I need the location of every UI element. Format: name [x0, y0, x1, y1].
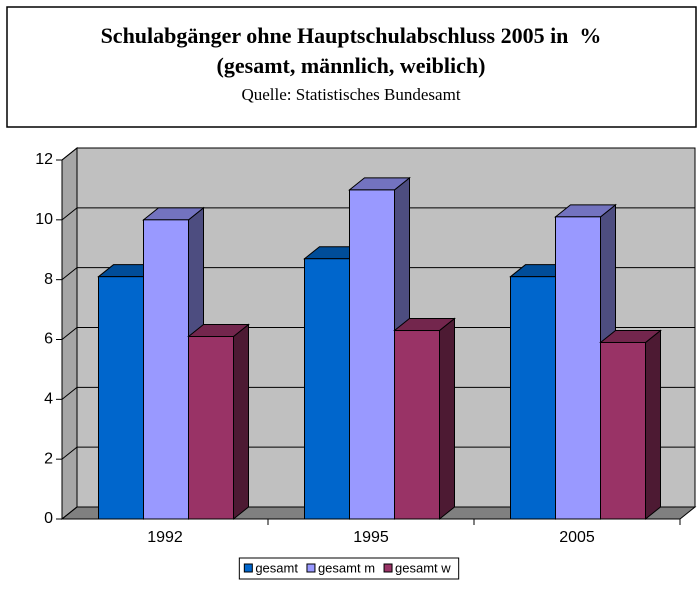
bar-side — [645, 329, 661, 521]
y-tick-label: 0 — [44, 510, 53, 527]
grid-line-side — [61, 267, 78, 281]
title-box — [6, 6, 697, 128]
grid-line-side — [61, 386, 78, 400]
y-tick-label: 10 — [35, 211, 53, 228]
bar — [510, 276, 556, 520]
bar — [143, 219, 189, 520]
grid-line-side — [61, 147, 78, 161]
y-tick-label: 2 — [44, 450, 53, 467]
chart-source: Quelle: Statistisches Bundesamt — [241, 85, 460, 104]
grid-line-side — [61, 506, 78, 520]
bar — [600, 341, 646, 520]
y-tick-label: 8 — [44, 271, 53, 288]
bar — [394, 330, 440, 520]
bar — [98, 276, 144, 520]
legend-label: gesamt — [255, 560, 298, 575]
bar — [304, 258, 350, 520]
y-tick-label: 12 — [35, 151, 53, 168]
x-tick-label: 1995 — [353, 529, 389, 546]
legend-swatch — [306, 563, 316, 573]
y-tick-label: 4 — [44, 391, 53, 408]
legend-label: gesamt m — [318, 560, 375, 575]
legend-label: gesamt w — [395, 560, 451, 575]
bar — [349, 189, 395, 520]
y-tick-label: 6 — [44, 331, 53, 348]
bar-side — [233, 323, 249, 521]
chart-subtitle: (gesamt, männlich, weiblich) — [217, 53, 486, 78]
bar-side — [439, 317, 455, 521]
legend-swatch — [383, 563, 393, 573]
grid-line-side — [61, 207, 78, 221]
chart-title: Schulabgänger ohne Hauptschulabschluss 2… — [101, 23, 602, 48]
bar — [555, 216, 601, 520]
legend-box — [238, 557, 460, 580]
grid-line-side — [61, 327, 78, 340]
x-tick-label: 2005 — [559, 529, 595, 546]
x-tick-label: 1992 — [147, 529, 183, 546]
legend-swatch — [243, 563, 253, 573]
bar — [188, 336, 234, 520]
grid-line-side — [61, 446, 78, 460]
